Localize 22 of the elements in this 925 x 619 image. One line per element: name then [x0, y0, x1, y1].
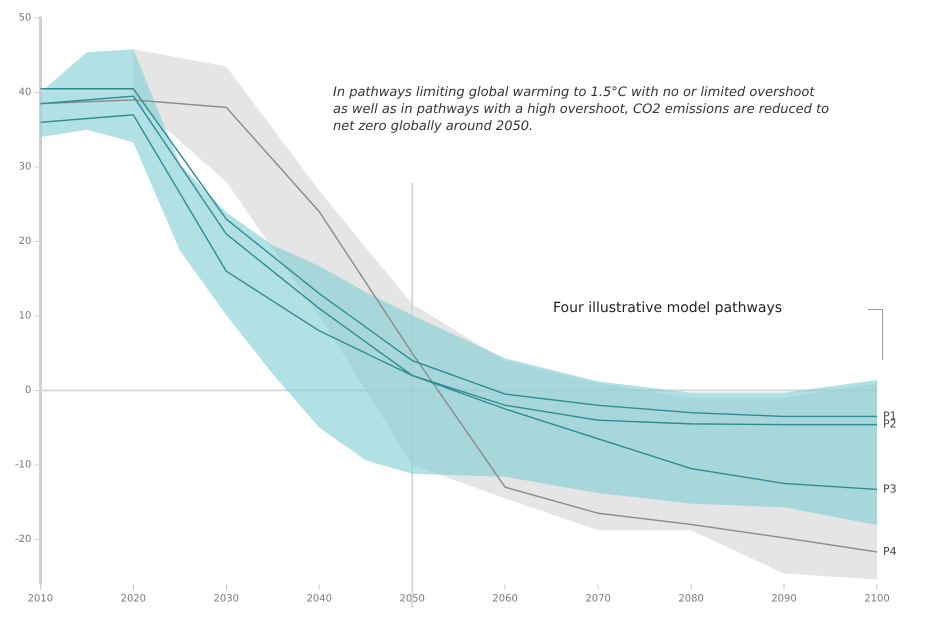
y-tick-label: -10 [14, 459, 32, 470]
x-tick-label: 2040 [306, 594, 332, 605]
x-tick-label: 2050 [399, 594, 425, 605]
x-tick-label: 2060 [492, 594, 518, 605]
x-tick-label: 2100 [864, 594, 890, 605]
x-tick-label: 2070 [585, 594, 611, 605]
y-tick-label: 10 [18, 310, 32, 322]
y-tick-label: 30 [18, 162, 32, 173]
y-tick-label: 20 [18, 236, 32, 248]
y-tick-label: -20 [14, 534, 32, 545]
series-label: P4 [883, 544, 897, 558]
x-tick-label: 2030 [214, 594, 239, 605]
series-label: P3 [883, 482, 897, 496]
x-tick-label: 2080 [678, 594, 704, 605]
annotation: Four illustrative model pathways [553, 300, 782, 316]
y-tick-label: 50 [18, 12, 32, 24]
x-tick-label: 2020 [120, 594, 146, 605]
x-tick-label: 2090 [771, 594, 797, 605]
y-tick-label: 0 [24, 384, 32, 396]
y-tick-label: 40 [18, 87, 32, 98]
annotation: In pathways limiting global warming to 1.5°C with no or limited overshoot as well as in pathways with a high overshoot, CO2 emissions are reduced to net zero globally around 2050. [333, 84, 830, 135]
x-tick-label: 2010 [28, 594, 54, 605]
